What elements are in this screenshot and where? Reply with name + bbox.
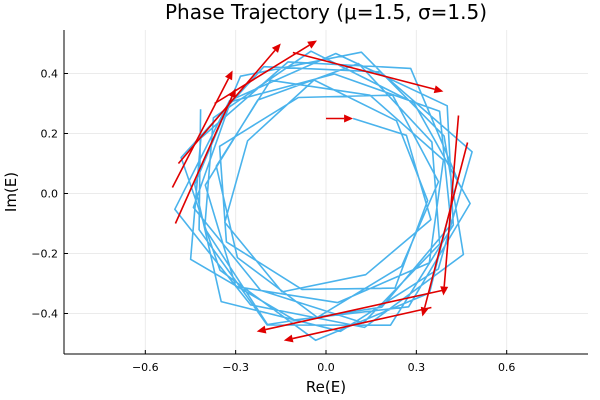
axes: −0.6 −0.3 0.0 0.3 0.6 −0.4 −0.2 0.0 0.2 0.4 [31,30,588,374]
arrow-head [433,85,444,94]
y-tick-label: −0.4 [31,308,58,321]
chart-title: Phase Trajectory (μ=1.5, σ=1.5) [165,0,487,24]
x-tick-label: 0.6 [498,361,516,374]
trajectory [174,50,473,342]
trajectory-line [174,50,473,342]
direction-arrow [174,88,236,224]
direction-arrow [171,70,233,188]
arrow-shaft [423,142,469,308]
y-tick-label: 0.0 [41,188,59,201]
grid [64,30,588,354]
arrow-shaft [265,288,447,331]
arrow-head [440,286,449,296]
y-tick-label: 0.2 [41,128,59,141]
arrows [171,40,469,343]
direction-arrow [326,114,354,123]
arrow-shaft [171,78,230,188]
arrow-head [228,88,236,99]
arrow-shaft [292,306,432,340]
arrow-head [344,114,354,123]
direction-arrow [256,288,447,334]
arrow-head [271,43,281,53]
arrow-shaft [443,115,460,287]
y-tick-label: −0.2 [31,248,58,261]
arrow-head [307,40,317,49]
x-tick-label: −0.3 [222,361,249,374]
x-tick-label: −0.6 [132,361,159,374]
x-tick-label: 0.0 [317,361,335,374]
arrow-head [256,325,267,334]
arrow-shaft [174,96,233,224]
arrow-shaft [292,51,435,91]
y-axis-label: Im(E) [2,172,20,212]
x-tick-label: 0.3 [408,361,426,374]
arrow-head [283,334,294,343]
direction-arrow [292,51,444,94]
y-tick-label: 0.4 [41,68,59,81]
direction-arrow [440,115,460,296]
direction-arrow [283,306,432,343]
x-axis-label: Re(E) [306,378,346,396]
arrow-head [225,70,233,81]
